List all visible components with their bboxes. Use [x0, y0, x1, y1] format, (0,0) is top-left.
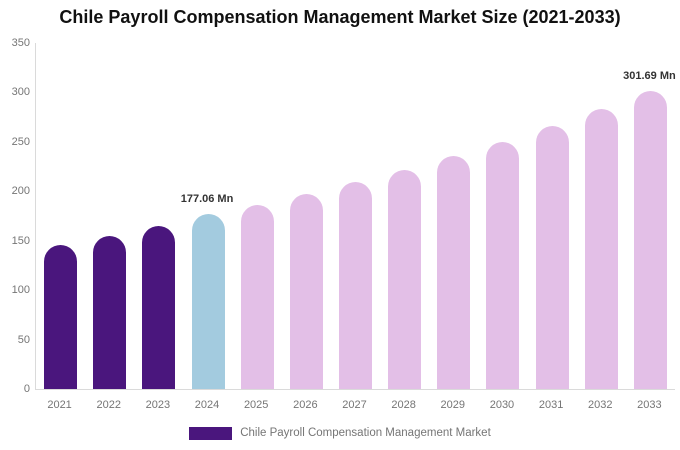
x-axis-tick-2033: 2033 [637, 399, 662, 411]
bar-2030[interactable] [486, 141, 520, 389]
plot-area [35, 43, 675, 390]
bar-2021[interactable] [44, 244, 78, 389]
x-axis-tick-2023: 2023 [145, 399, 171, 411]
y-axis-tick-50: 50 [17, 333, 30, 346]
bar-value-label-2033: 301.69 Mn [623, 69, 676, 82]
bar-2025[interactable] [240, 205, 274, 389]
y-axis-tick-100: 100 [11, 284, 30, 297]
bar-2024[interactable] [191, 213, 225, 389]
y-axis-tick-200: 200 [11, 185, 30, 198]
y-axis-tick-250: 250 [11, 135, 30, 148]
x-axis-tick-2022: 2022 [96, 399, 121, 411]
x-axis-tick-2026: 2026 [293, 399, 318, 411]
x-axis-tick-2032: 2032 [588, 399, 613, 411]
x-axis-tick-2029: 2029 [440, 399, 466, 411]
bar-2027[interactable] [339, 182, 372, 389]
bar-2026[interactable] [289, 194, 323, 389]
x-axis-tick-2024: 2024 [194, 399, 220, 411]
y-axis-tick-350: 350 [11, 37, 30, 49]
x-axis-tick-2025: 2025 [243, 399, 269, 411]
bar-2028[interactable] [388, 169, 422, 389]
bar-2031[interactable] [535, 126, 569, 389]
bar-2022[interactable] [93, 235, 127, 389]
chart-title: Chile Payroll Compensation Management Ma… [59, 7, 621, 27]
legend-swatch [189, 426, 233, 440]
x-axis-tick-2021: 2021 [47, 399, 72, 411]
bar-2023[interactable] [142, 225, 176, 389]
bar-2029[interactable] [437, 155, 471, 389]
y-axis-tick-300: 300 [11, 86, 30, 99]
x-axis-tick-2027: 2027 [342, 399, 367, 411]
y-axis-tick-0: 0 [23, 383, 30, 395]
x-axis-tick-2030: 2030 [489, 399, 515, 411]
legend-label: Chile Payroll Compensation Management Ma… [240, 427, 491, 439]
bar-2033[interactable] [633, 90, 667, 389]
y-axis-tick-150: 150 [11, 234, 30, 247]
bar-value-label-2024: 177.06 Mn [180, 192, 234, 205]
bar-2032[interactable] [584, 109, 618, 389]
legend[interactable]: Chile Payroll Compensation Management Ma… [0, 426, 680, 440]
x-axis-tick-2031: 2031 [538, 399, 564, 411]
x-axis-tick-2028: 2028 [391, 399, 416, 411]
